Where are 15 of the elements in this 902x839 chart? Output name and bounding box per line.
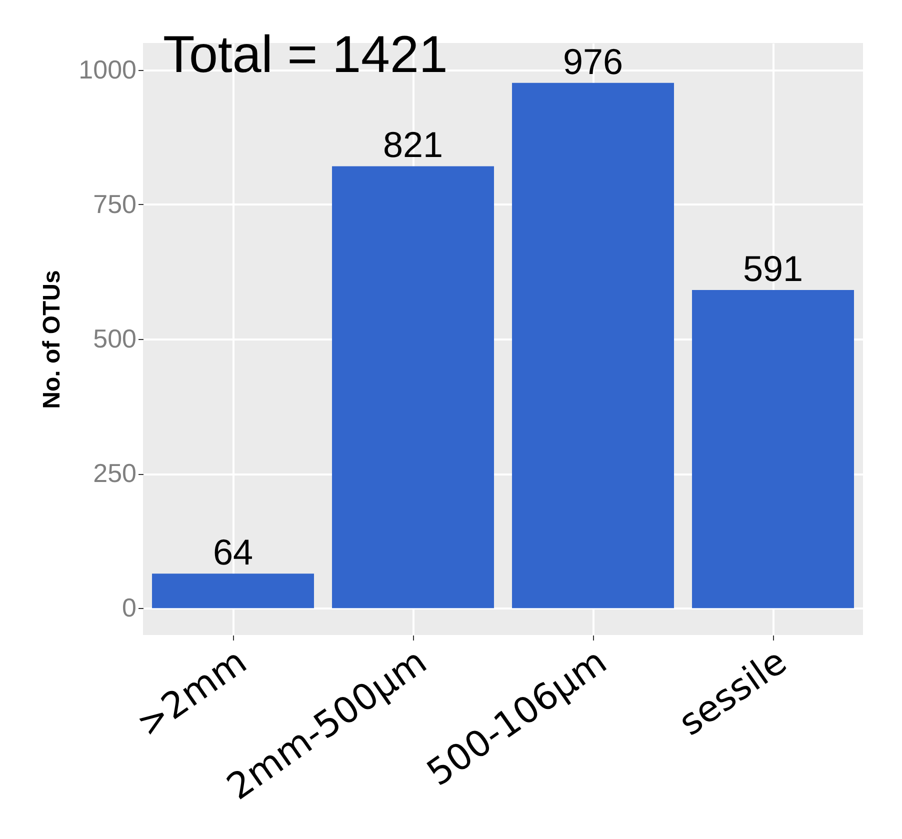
bar [692, 290, 854, 608]
bar [152, 574, 314, 608]
y-axis-title: No. of OTUs [38, 270, 66, 409]
data-label: 64 [212, 532, 254, 573]
y-tick-label: 750 [93, 188, 136, 219]
y-tick-label: 1000 [78, 54, 136, 84]
data-label: 976 [562, 40, 624, 82]
annotation: Total = 1421 [163, 26, 448, 84]
y-tick-label: 500 [93, 324, 136, 354]
data-label: 591 [742, 248, 804, 290]
y-tick-label: 250 [93, 458, 136, 488]
y-tick-label: 0 [122, 592, 136, 623]
data-label: 821 [382, 124, 444, 166]
bar [512, 82, 674, 608]
bar [332, 166, 494, 608]
